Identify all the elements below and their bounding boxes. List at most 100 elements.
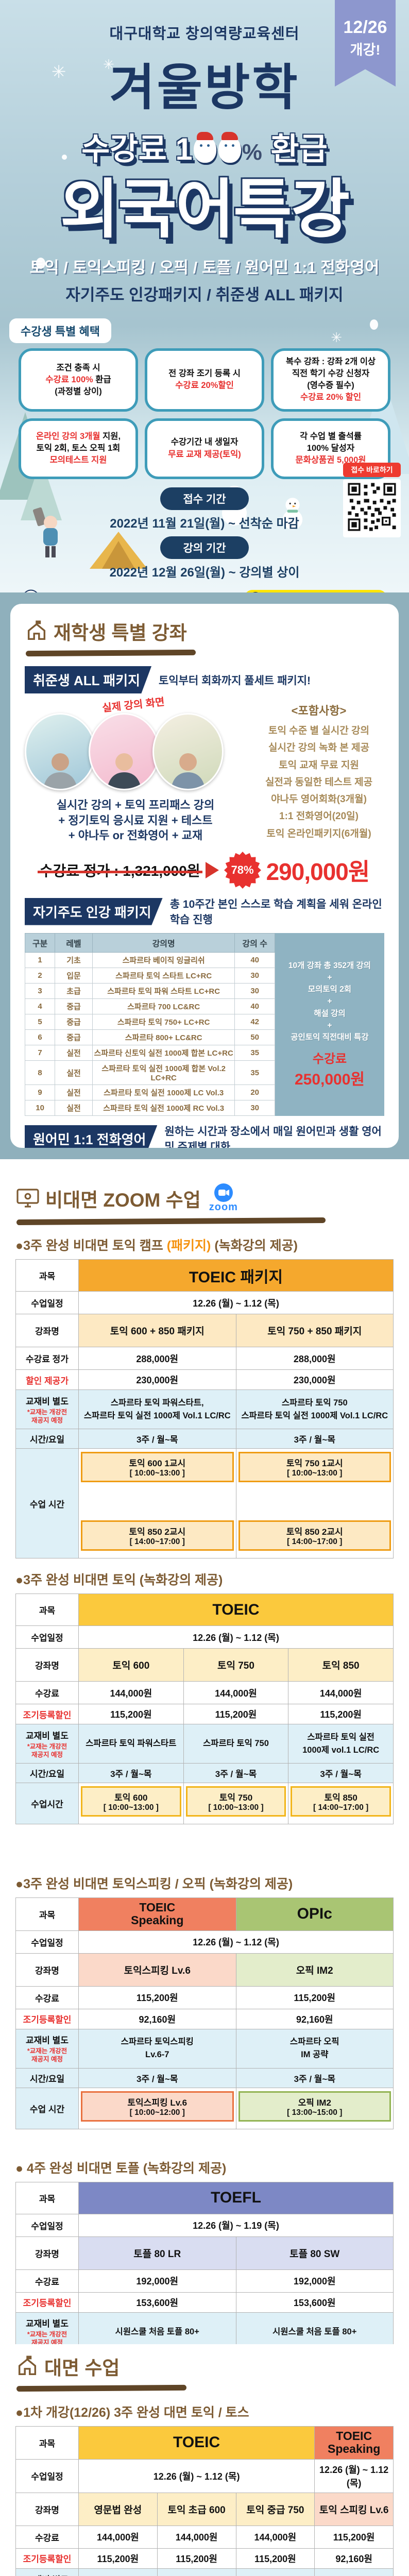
- row-label: 시간/요일: [15, 1429, 79, 1449]
- title-post: (녹화강의 제공): [211, 1239, 298, 1253]
- table-cell: 중급: [55, 1029, 93, 1046]
- class-time-slot: 토익 600 1교시[ 10:00~13:00 ]: [81, 1452, 234, 1482]
- includes-title: <포함사항>: [291, 704, 347, 717]
- table-cell: 스파르타 토익 750: [235, 2568, 315, 2576]
- university-logo: [24, 589, 38, 592]
- list-item: +: [327, 1021, 332, 1030]
- column-header: 강의 수: [234, 933, 275, 953]
- row-label: 과목: [15, 1897, 79, 1931]
- refund-headline: 수강료 1% 환급: [0, 124, 409, 169]
- row-label: 수업 시간: [15, 1448, 79, 1558]
- row-label: 강좌명: [15, 1314, 79, 1347]
- table-cell: 12.26 (월) ~ 1.12 (목): [314, 2459, 394, 2493]
- table-cell: 288,000원: [235, 1347, 394, 1370]
- list-item: 토익 온라인패키지(6개월): [266, 828, 371, 839]
- text-segment: 조건 충족 시: [56, 363, 100, 372]
- benefit-line: 100% 달성자: [277, 443, 385, 454]
- photos-label: 실제 강의 화면: [101, 696, 165, 715]
- table-row: 수업일정 12.26 (월) ~ 1.12 (목): [15, 1625, 394, 1649]
- list-item: 실전과 동일한 테스트 제공: [265, 776, 373, 788]
- row-label: 수업일정: [15, 1291, 79, 1314]
- table-cell: 115,200원: [78, 1704, 184, 1724]
- desc-line: + 정기토익 응시료 지원 + 테스트: [58, 814, 213, 827]
- table-cell: 115,200원: [235, 1986, 394, 2009]
- text-segment: 직전 학기 수강 신청자: [292, 369, 370, 379]
- text-segment: 수강료 20%할인: [175, 381, 234, 391]
- table-cell: 토익 750 + 850 패키지: [235, 1314, 394, 1347]
- desc-line: + 야나두 or 전화영어 + 교재: [68, 829, 203, 842]
- table-row: 6 중급 스파르타 800+ LC&RC 50: [24, 1029, 275, 1046]
- table-cell: 토익스피킹 Lv.6: [78, 1953, 236, 1987]
- table-cell: 42: [234, 1014, 275, 1030]
- table-row: 수업 시간 토익 600 1교시[ 10:00~13:00 ] 토익 850 2교시…: [15, 1448, 394, 1558]
- offline-heading-text: 대면 수업: [44, 2358, 120, 2379]
- table-row: 수업일정 12.26 (월) ~ 1.12 (목): [15, 1930, 394, 1954]
- snowman-icon: [282, 498, 303, 530]
- package-content: 실제 강의 화면 실시간 강의 + 토익 프리패스 강의: [25, 697, 384, 843]
- snow-dot: [370, 319, 378, 330]
- table-cell: 스파르타 베이직 잉글리쉬: [92, 952, 235, 969]
- table-cell: 3주 / 월~목: [235, 1429, 394, 1449]
- table-cell: 3주 / 월~목: [183, 1763, 289, 1783]
- column-header: 구분: [24, 933, 56, 953]
- panel-price: 250,000원: [294, 1071, 365, 1089]
- table-cell: 스파르타 오픽 IM 공략: [235, 2028, 394, 2069]
- table-cell: 50: [234, 1029, 275, 1046]
- speaking-opic-table: 과목 TOEIC Speaking OPIc 수업일정 12.26 (월) ~ 1.12 …: [15, 1897, 394, 2129]
- table-cell: 92,160원: [314, 2548, 394, 2569]
- toeic-table-title: ●3주 완성 비대면 토익 (녹화강의 제공): [15, 1573, 223, 1587]
- table-cell: 시원스쿨 처음 토플 80+: [78, 2312, 236, 2344]
- snowflake-icon: ✳: [331, 330, 342, 345]
- table-cell: TOEIC 패키지: [78, 1259, 394, 1292]
- benefit-line: 수강료 20% 할인: [277, 392, 385, 403]
- table-cell: 중급: [55, 1014, 93, 1030]
- benefit-card: 복수 강좌 : 강좌 2개 이상 직전 학기 수강 신청자 (영수증 필수) 수강료 …: [271, 348, 390, 412]
- lecturer-photo: [89, 713, 160, 790]
- benefit-card: 전 강좌 조기 등록 시 수강료 20%할인: [145, 348, 264, 412]
- final-price: 290,000원: [266, 858, 370, 886]
- text-segment: (영수증 필수): [307, 381, 354, 391]
- lecture-period-badge: 강의 기간: [160, 536, 249, 559]
- table-cell: 토익 600: [78, 1648, 184, 1682]
- table-row: 수강료 144,000원 144,000원 144,000원: [15, 1681, 394, 1704]
- selfstudy-ribbon-row: 자기주도 인강 패키지 총 10주간 본인 스스로 학습 계획을 세워 온라인 …: [25, 896, 384, 927]
- table-cell: 12.26 (월) ~ 1.19 (목): [78, 2213, 394, 2237]
- table-row: 8 실전 스파르타 토익 실전 1000제 합본 Vol.2 LC+RC 35: [24, 1060, 275, 1086]
- table-cell: 토익 600 1교시[ 10:00~13:00 ] 토익 850 2교시[ 14:…: [78, 1448, 236, 1558]
- season-title: 겨울방학: [109, 60, 300, 115]
- table-cell: 기초: [55, 952, 93, 969]
- table-row: 시간/요일 3주 / 월~목 3주 / 월~목: [15, 2067, 394, 2088]
- table-row: 수강료 144,000원 144,000원 144,000원 115,200원: [15, 2525, 394, 2549]
- table-row: 조기등록할인 115,200원 115,200원 115,200원: [15, 1704, 394, 1724]
- row-label: 수업일정: [15, 2213, 79, 2237]
- table-cell: 230,000원: [235, 1369, 394, 1390]
- refund-post: 환급: [270, 132, 328, 166]
- row-label: 강좌명: [15, 2236, 79, 2270]
- table-cell: 12.26 (월) ~ 1.12 (목): [78, 1291, 394, 1314]
- row-label: 조기등록할인: [15, 1704, 79, 1724]
- table-cell: 토익 750[ 10:00~13:00 ]: [183, 1783, 289, 1824]
- class-time-slot: 토익 750 1교시[ 10:00~13:00 ]: [238, 1452, 391, 1482]
- row-label: 조기등록할인: [15, 2008, 79, 2029]
- empty-slot: [81, 1486, 234, 1516]
- table-cell: 30: [234, 1100, 275, 1116]
- book-note: *교재는 개강전 재공지 예정: [27, 2047, 67, 2063]
- table-cell: TOEIC: [78, 1594, 394, 1626]
- santa-zero-icon: [193, 132, 216, 163]
- table-cell: 3: [24, 983, 56, 999]
- list-item: +: [327, 973, 332, 982]
- benefits-badge: 수강생 특별 혜택: [9, 318, 111, 344]
- row-label: 시간/요일: [15, 1763, 79, 1783]
- table-cell: 12.26 (월) ~ 1.12 (목): [78, 1625, 394, 1649]
- table-cell: 스파르타 토익 파워스타트, 스파르타 토익 실전 1000제 Vol.1 LC/…: [78, 1389, 236, 1429]
- table-cell: 토익 750 1교시[ 10:00~13:00 ] 토익 850 2교시[ 14:…: [235, 1448, 394, 1558]
- row-label: 시간/요일: [15, 2067, 79, 2088]
